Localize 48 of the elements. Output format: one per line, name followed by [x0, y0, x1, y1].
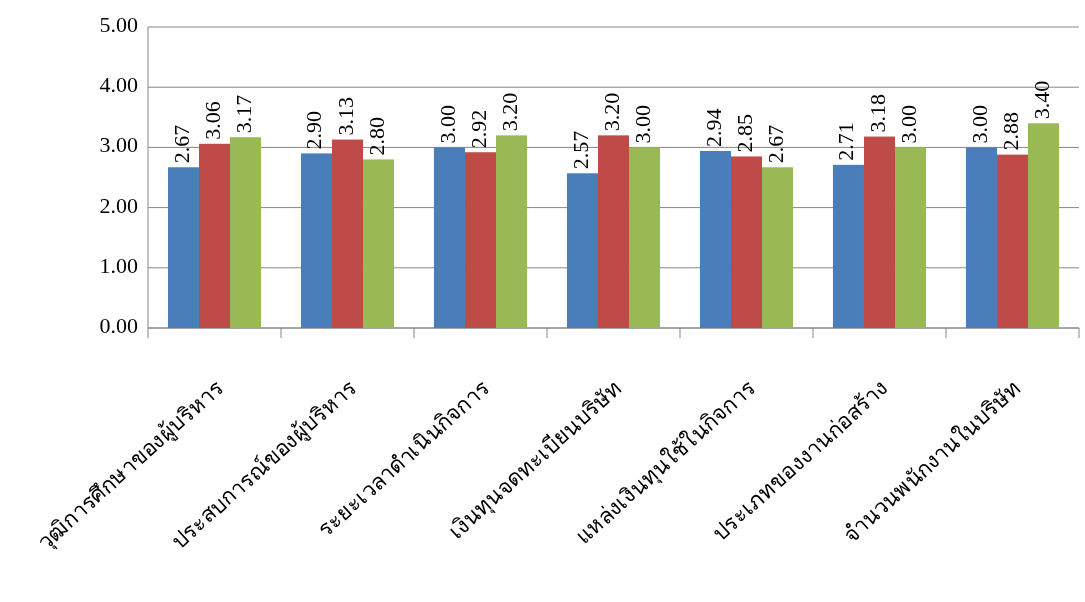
data-label: 2.94: [700, 108, 726, 148]
data-label: 2.88: [997, 112, 1023, 151]
bar: [863, 136, 896, 328]
data-label: 3.18: [864, 94, 890, 133]
bar: [496, 135, 528, 328]
data-label: 3.40: [1028, 80, 1054, 120]
data-label: 3.06: [199, 101, 225, 140]
bar: [1028, 123, 1060, 328]
bar: [996, 154, 1029, 328]
data-label: 3.17: [230, 94, 256, 134]
data-label: 2.71: [833, 122, 859, 161]
data-label: 3.00: [966, 104, 992, 144]
bar: [730, 156, 763, 328]
bar: [464, 152, 497, 328]
bar: [167, 167, 199, 328]
data-label: 3.00: [895, 104, 921, 144]
y-tick-label: 4.00: [99, 72, 138, 98]
y-tick-label: 5.00: [99, 12, 138, 38]
y-tick-label: 2.00: [99, 192, 138, 218]
data-label: 2.90: [301, 110, 327, 150]
bar: [433, 147, 465, 328]
data-label: 3.20: [496, 92, 522, 132]
bar: [300, 153, 332, 328]
y-tick-label: 0.00: [99, 313, 138, 339]
bar: [566, 173, 598, 328]
data-label: 3.13: [332, 97, 358, 136]
data-label: 2.67: [762, 124, 788, 164]
data-label: 2.92: [465, 109, 491, 149]
data-label: 3.20: [598, 92, 624, 132]
bar: [230, 137, 262, 328]
bar: [597, 135, 630, 328]
bar: [699, 151, 731, 328]
data-label: 2.85: [731, 113, 757, 153]
bar: [363, 159, 395, 328]
bar: [629, 147, 661, 328]
data-label: 2.80: [363, 116, 389, 156]
data-label: 3.00: [434, 104, 460, 144]
data-label: 2.67: [168, 124, 194, 164]
bar: [895, 147, 927, 328]
bar: [198, 143, 231, 328]
bar: [965, 147, 997, 328]
bar: [832, 164, 864, 328]
data-label: 3.00: [629, 104, 655, 144]
bar: [331, 139, 364, 328]
bar: [762, 167, 794, 328]
y-tick-label: 1.00: [99, 252, 138, 278]
data-label: 2.57: [567, 130, 593, 170]
y-tick-label: 3.00: [99, 132, 138, 158]
